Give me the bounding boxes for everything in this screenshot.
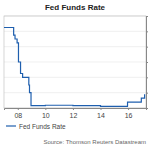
y-tick-mark [146,77,148,78]
title: Fed Funds Rate [45,3,106,12]
legend-swatch [6,125,16,126]
y-tick-mark [146,31,148,32]
x-tick-label: 14 [97,112,105,119]
grid-line [4,46,146,47]
x-tick: 10 [42,108,50,119]
x-axis: 08 10 12 14 16 [5,108,147,119]
x-tick: 08 [14,108,22,119]
grid [4,16,146,108]
x-tick-label: 08 [14,112,22,119]
x-tick-mark [73,108,74,110]
y-tick-mark [146,62,148,63]
x-tick-label: 10 [42,112,50,119]
x-tick: 12 [70,108,78,119]
y-tick-mark [146,47,148,48]
plot-frame [4,16,146,108]
x-axis-line [5,109,147,111]
x-tick-mark [18,108,19,110]
x-tick-mark [128,108,129,110]
y-tick [146,93,148,94]
chart: Fed Funds Rate 08 10 12 14 16 Fed Funds Rate So… [0,0,150,150]
y-tick [146,62,148,63]
legend-item: Fed Funds Rate [6,123,66,130]
grid-line [4,92,146,93]
x-tick: 16 [125,108,133,119]
y-tick [146,16,148,17]
y-tick [146,108,148,109]
plot: 08 10 12 14 16 [4,16,148,119]
x-tick-label: 12 [70,112,78,119]
x-tick-mark [101,108,102,110]
legend: Fed Funds Rate [6,123,66,130]
y-axis-line [147,17,149,109]
x-tick-mark [45,108,46,110]
y-tick [146,77,148,78]
x-tick: 14 [97,108,105,119]
series-group [4,28,145,107]
series-line [4,28,145,107]
grid-line [4,31,146,32]
y-tick [146,31,148,32]
y-tick-mark [146,93,148,94]
y-axis [146,17,148,109]
y-tick-mark [146,16,148,17]
y-tick-mark [146,108,148,109]
x-tick-label: 16 [125,112,133,119]
legend-label: Fed Funds Rate [19,123,66,130]
grid-line [4,62,146,63]
source-note: Source: Thomson Reuters Datastream [43,139,146,145]
y-tick [146,47,148,48]
